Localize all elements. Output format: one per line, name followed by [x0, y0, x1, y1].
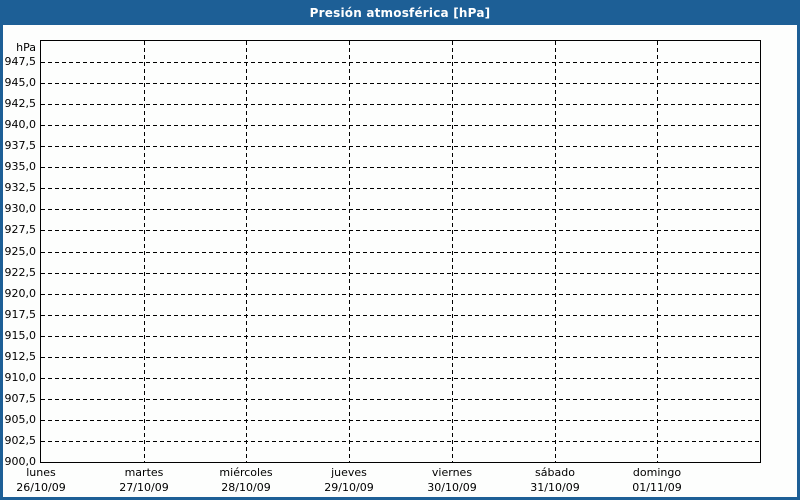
y-tick-label: 932,5	[4, 181, 37, 194]
h-gridline	[41, 441, 760, 442]
y-tick-label: 902,5	[4, 434, 37, 447]
y-tick-label: 915,0	[4, 329, 37, 342]
h-gridline	[41, 167, 760, 168]
x-tick-date-label: 27/10/09	[119, 481, 169, 494]
v-gridline	[555, 41, 556, 462]
x-tick-day-label: miércoles	[219, 466, 273, 479]
h-gridline	[41, 230, 760, 231]
h-gridline	[41, 273, 760, 274]
x-tick-date-label: 30/10/09	[427, 481, 477, 494]
y-tick-label: 935,0	[4, 160, 37, 173]
h-gridline	[41, 104, 760, 105]
h-gridline	[41, 252, 760, 253]
y-tick-label: 900,0	[4, 455, 37, 468]
v-gridline	[657, 41, 658, 462]
plot-area	[40, 40, 761, 463]
h-gridline	[41, 146, 760, 147]
y-tick-label: 947,5	[4, 55, 37, 68]
h-gridline	[41, 357, 760, 358]
h-gridline	[41, 188, 760, 189]
v-gridline	[246, 41, 247, 462]
y-tick-label: 907,5	[4, 392, 37, 405]
y-tick-label: 922,5	[4, 266, 37, 279]
v-gridline	[452, 41, 453, 462]
chart-title-bar: Presión atmosférica [hPa]	[0, 0, 800, 25]
chart-title: Presión atmosférica [hPa]	[309, 5, 491, 20]
x-tick-day-label: lunes	[26, 466, 56, 479]
y-tick-label: 917,5	[4, 308, 37, 321]
v-gridline	[349, 41, 350, 462]
h-gridline	[41, 62, 760, 63]
x-tick-day-label: domingo	[632, 466, 682, 479]
h-gridline	[41, 378, 760, 379]
h-gridline	[41, 420, 760, 421]
y-tick-label: 910,0	[4, 371, 37, 384]
h-gridline	[41, 209, 760, 210]
y-tick-label: 937,5	[4, 139, 37, 152]
x-tick-date-label: 31/10/09	[530, 481, 580, 494]
y-tick-label: 930,0	[4, 202, 37, 215]
h-gridline	[41, 336, 760, 337]
y-tick-label: 912,5	[4, 350, 37, 363]
x-tick-day-label: martes	[124, 466, 164, 479]
y-tick-label: 925,0	[4, 245, 37, 258]
y-tick-label: 942,5	[4, 97, 37, 110]
y-tick-label: 945,0	[4, 76, 37, 89]
y-axis-unit-label: hPa	[16, 41, 36, 54]
x-tick-date-label: 29/10/09	[324, 481, 374, 494]
y-tick-label: 940,0	[4, 118, 37, 131]
h-gridline	[41, 125, 760, 126]
y-tick-label: 927,5	[4, 223, 37, 236]
y-tick-label: 920,0	[4, 287, 37, 300]
x-tick-date-label: 26/10/09	[16, 481, 66, 494]
x-tick-day-label: sábado	[535, 466, 575, 479]
h-gridline	[41, 399, 760, 400]
h-gridline	[41, 315, 760, 316]
h-gridline	[41, 83, 760, 84]
x-tick-day-label: viernes	[431, 466, 473, 479]
x-tick-date-label: 01/11/09	[632, 481, 682, 494]
x-tick-day-label: jueves	[331, 466, 367, 479]
h-gridline	[41, 294, 760, 295]
y-tick-label: 905,0	[4, 413, 37, 426]
v-gridline	[144, 41, 145, 462]
x-tick-date-label: 28/10/09	[221, 481, 271, 494]
